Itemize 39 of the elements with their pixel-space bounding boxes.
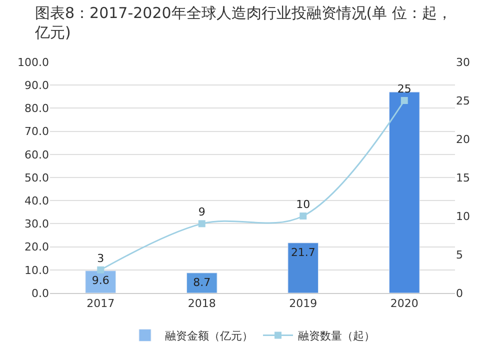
y-tick-label: 10.0 (24, 264, 49, 277)
chart-title: 图表8：2017-2020年全球人造肉行业投融资情况(单 位：起，亿元) (34, 4, 452, 42)
y-tick-label: 0.0 (32, 286, 49, 300)
point (400, 97, 408, 104)
data-label: 8.7 (193, 276, 211, 289)
y2-tick-label: 30 (456, 56, 470, 69)
x-tick-label: 2020 (390, 297, 418, 310)
point (198, 220, 206, 228)
legend-label: 融资金额（亿元） (165, 330, 253, 343)
point (97, 266, 104, 274)
y2-tick-label: 25 (456, 94, 470, 108)
y-tick-label: 40.0 (24, 194, 49, 208)
point (300, 212, 307, 220)
y-tick-label: 100.0 (18, 56, 49, 69)
y-tick-label: 60.0 (24, 148, 49, 162)
y2-tick-label: 10 (456, 210, 470, 223)
data-label: 25 (397, 82, 412, 96)
x-tick-label: 2017 (86, 297, 115, 310)
x-tick-label: 2018 (188, 297, 216, 310)
y-tick-label: 90.0 (24, 78, 49, 92)
y2-tick-label: 0 (456, 286, 463, 300)
data-label: 9 (198, 206, 206, 219)
data-label: 21.7 (290, 246, 316, 259)
y2-tick-label: 15 (456, 171, 470, 184)
y-tick-label: 50.0 (24, 171, 49, 184)
data-label: 10 (296, 198, 310, 211)
x-tick-label: 2019 (289, 297, 318, 310)
bar (388, 92, 420, 293)
data-label: 9.6 (92, 274, 110, 287)
bar (186, 272, 218, 293)
y-tick-label: 80.0 (24, 102, 49, 116)
legend-label: 融资数量（起） (298, 330, 375, 343)
y-tick-label: 70.0 (24, 125, 49, 138)
bar (288, 242, 319, 293)
y2-tick-label: 5 (456, 248, 463, 262)
y-tick-label: 30.0 (24, 218, 49, 231)
data-label: 3 (97, 252, 104, 265)
y2-tick-label: 20 (456, 132, 470, 146)
y-tick-label: 20.0 (24, 240, 49, 254)
